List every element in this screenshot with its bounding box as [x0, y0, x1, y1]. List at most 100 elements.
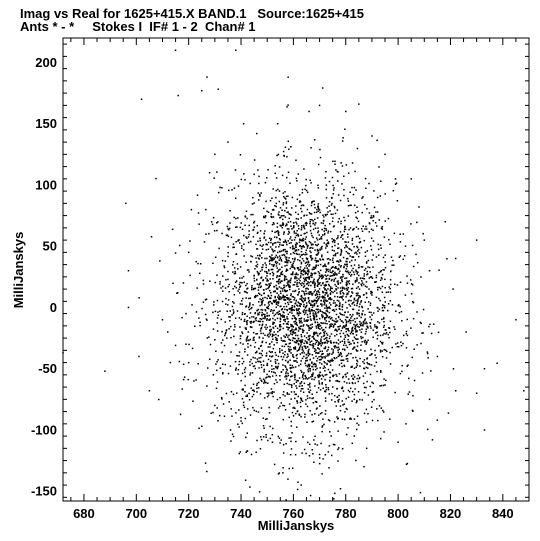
- scatter-point: [324, 409, 327, 412]
- scatter-point: [298, 377, 301, 379]
- scatter-point: [365, 343, 367, 346]
- scatter-point: [217, 359, 219, 361]
- scatter-point: [252, 356, 254, 359]
- scatter-point: [366, 250, 369, 252]
- scatter-point: [253, 336, 255, 339]
- scatter-point: [259, 447, 262, 450]
- scatter-point: [257, 411, 260, 413]
- scatter-point: [241, 397, 244, 400]
- scatter-point: [406, 282, 409, 284]
- scatter-point: [317, 207, 320, 209]
- scatter-point: [329, 297, 332, 299]
- scatter-point: [310, 308, 313, 311]
- scatter-point: [238, 452, 241, 455]
- scatter-point: [370, 248, 373, 251]
- scatter-point: [389, 320, 392, 323]
- scatter-point: [371, 419, 374, 422]
- scatter-point: [297, 218, 299, 220]
- scatter-point: [274, 361, 277, 363]
- scatter-point: [349, 295, 352, 298]
- scatter-point: [361, 266, 364, 268]
- scatter-point: [325, 384, 327, 386]
- scatter-point: [378, 308, 381, 311]
- scatter-point: [264, 270, 266, 273]
- scatter-point: [266, 319, 268, 321]
- scatter-point: [284, 248, 286, 251]
- scatter-point: [355, 350, 358, 352]
- scatter-point: [283, 275, 286, 277]
- scatter-point: [259, 286, 262, 289]
- scatter-point: [320, 274, 323, 276]
- scatter-point: [355, 287, 358, 289]
- scatter-point: [274, 358, 277, 361]
- scatter-point: [326, 334, 329, 336]
- scatter-point: [256, 254, 259, 257]
- scatter-point: [328, 311, 331, 314]
- scatter-point: [360, 331, 363, 333]
- scatter-point: [266, 243, 268, 246]
- scatter-point: [394, 283, 396, 285]
- scatter-point: [336, 296, 339, 298]
- scatter-point: [325, 278, 327, 280]
- scatter-point: [297, 225, 300, 227]
- scatter-point: [344, 301, 347, 304]
- scatter-point: [381, 350, 384, 352]
- scatter-point: [310, 232, 313, 235]
- scatter-point: [299, 259, 301, 262]
- scatter-point: [302, 239, 305, 242]
- scatter-point: [267, 394, 270, 396]
- scatter-point: [277, 241, 279, 243]
- scatter-point: [388, 286, 390, 288]
- scatter-point: [295, 327, 297, 329]
- scatter-point: [233, 311, 235, 313]
- scatter-point: [237, 268, 239, 270]
- scatter-point: [336, 375, 338, 377]
- scatter-point: [331, 319, 334, 321]
- scatter-point: [289, 261, 292, 264]
- scatter-point: [239, 292, 241, 294]
- scatter-point: [234, 281, 237, 284]
- scatter-point: [359, 329, 361, 331]
- scatter-point: [310, 376, 312, 378]
- scatter-point: [285, 499, 287, 501]
- scatter-point: [352, 271, 355, 273]
- scatter-point: [246, 323, 248, 326]
- scatter-point: [341, 297, 343, 299]
- scatter-point: [320, 238, 323, 240]
- scatter-point: [309, 212, 311, 215]
- scatter-point: [212, 311, 214, 314]
- scatter-point: [279, 290, 282, 293]
- scatter-point: [349, 271, 351, 274]
- scatter-point: [265, 264, 267, 266]
- scatter-point: [235, 241, 237, 243]
- scatter-point: [353, 336, 356, 338]
- scatter-point: [241, 277, 243, 279]
- scatter-point: [370, 276, 373, 278]
- scatter-point: [304, 188, 306, 191]
- scatter-point: [284, 302, 287, 305]
- scatter-point: [314, 299, 316, 301]
- scatter-point: [312, 357, 315, 359]
- scatter-point: [269, 297, 271, 299]
- scatter-point: [309, 303, 312, 305]
- scatter-point: [262, 425, 265, 427]
- scatter-point: [222, 339, 224, 341]
- scatter-point: [365, 262, 368, 264]
- scatter-point: [249, 303, 251, 306]
- scatter-point: [342, 404, 344, 406]
- scatter-point: [265, 381, 267, 384]
- scatter-point: [313, 338, 315, 340]
- scatter-point: [308, 264, 311, 266]
- scatter-point: [322, 282, 324, 284]
- scatter-point: [285, 202, 288, 205]
- scatter-point: [254, 312, 256, 315]
- scatter-point: [355, 366, 358, 369]
- scatter-point: [296, 324, 298, 327]
- scatter-point: [271, 375, 274, 377]
- scatter-point: [289, 308, 292, 310]
- scatter-point: [317, 347, 319, 349]
- scatter-point: [210, 221, 213, 223]
- scatter-point: [315, 297, 318, 299]
- scatter-point: [288, 260, 290, 262]
- scatter-point: [282, 244, 285, 246]
